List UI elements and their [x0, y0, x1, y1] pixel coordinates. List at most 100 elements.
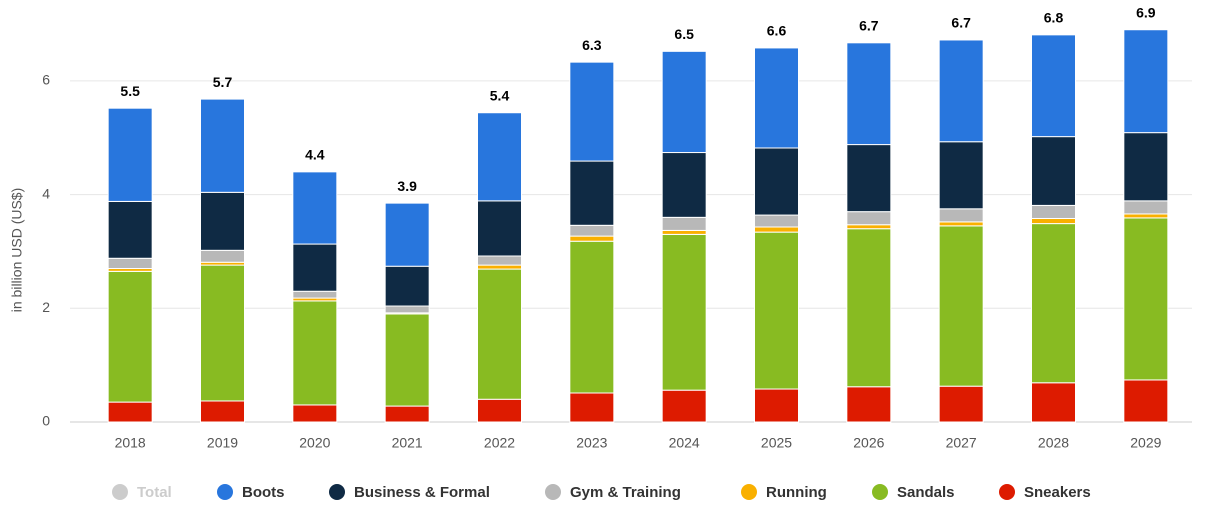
legend-label: Gym & Training: [570, 484, 681, 501]
bar-segment: [569, 61, 615, 162]
y-tick-label: 2: [42, 299, 50, 315]
bar-segment: [661, 50, 707, 154]
bar-segment: [754, 226, 799, 233]
bar-segment: [661, 152, 707, 218]
x-tick-label: 2027: [946, 435, 977, 451]
bar-segment: [1123, 379, 1169, 423]
bar-segment: [569, 392, 615, 423]
legend-label: Total: [137, 484, 172, 501]
bar-segment: [107, 107, 153, 202]
bar-segment: [384, 202, 430, 267]
bar-segment: [107, 200, 153, 259]
bar-segment: [1031, 34, 1076, 138]
x-tick-label: 2022: [484, 435, 515, 451]
y-tick-label: 6: [42, 72, 50, 88]
total-label: 5.4: [490, 87, 510, 103]
total-label: 5.5: [120, 83, 140, 99]
bar-segment: [754, 147, 799, 216]
bar-segment: [938, 221, 984, 227]
bar-segment: [846, 211, 892, 226]
legend-marker: [545, 484, 561, 500]
bar-segment: [384, 313, 430, 407]
bar-segment: [1123, 132, 1169, 202]
bar-segment: [477, 255, 522, 266]
bar-segment: [569, 224, 615, 237]
bar-segment: [754, 47, 799, 149]
bar-segment: [292, 171, 338, 245]
bar-segment: [292, 243, 338, 292]
x-tick-label: 2018: [115, 435, 146, 451]
legend-marker: [741, 484, 757, 500]
bar-segment: [754, 214, 799, 228]
bar-segment: [938, 385, 984, 423]
x-tick-label: 2020: [299, 435, 330, 451]
bar-segment: [107, 401, 153, 423]
x-tick-label: 2025: [761, 435, 792, 451]
total-label: 3.9: [397, 178, 417, 194]
legend-marker: [112, 484, 128, 500]
bar-segment: [569, 240, 615, 394]
bar-segment: [1031, 217, 1076, 225]
x-tick-label: 2019: [207, 435, 238, 451]
bar-segment: [846, 42, 892, 146]
bar-segment: [477, 398, 522, 423]
bar-segment: [846, 228, 892, 388]
bar-segment: [1123, 29, 1169, 134]
bar-segment: [938, 141, 984, 210]
y-tick-label: 0: [42, 413, 50, 429]
bar-segment: [661, 229, 707, 235]
x-tick-label: 2021: [392, 435, 423, 451]
bar-segment: [107, 257, 153, 270]
bar-segment: [477, 268, 522, 400]
bar-segment: [1123, 213, 1169, 219]
bar-segment: [384, 265, 430, 307]
legend-label: Sandals: [897, 484, 955, 501]
bar-segment: [569, 235, 615, 242]
x-tick-label: 2028: [1038, 435, 1069, 451]
bar-segment: [200, 191, 245, 251]
total-label: 6.7: [951, 15, 971, 31]
bar-segment: [938, 208, 984, 223]
legend-marker: [329, 484, 345, 500]
bar-segment: [754, 388, 799, 423]
bar-segment: [477, 200, 522, 257]
bar-segment: [107, 270, 153, 403]
bar-segment: [938, 39, 984, 143]
bar-segment: [1031, 223, 1076, 384]
bar-segment: [846, 386, 892, 423]
bar-segment: [846, 224, 892, 230]
bar-segment: [477, 264, 522, 270]
bar-segment: [754, 231, 799, 390]
bar-segment: [1031, 136, 1076, 206]
y-axis-label: in billion USD (US$): [9, 188, 25, 312]
bar-segment: [384, 405, 430, 423]
bar-segment: [1123, 200, 1169, 215]
total-label: 6.3: [582, 37, 602, 53]
x-tick-label: 2026: [853, 435, 884, 451]
bar-segment: [292, 300, 338, 406]
legend-label: Sneakers: [1024, 484, 1091, 501]
legend-label: Boots: [242, 484, 285, 501]
bar-segment: [292, 404, 338, 423]
legend-marker: [872, 484, 888, 500]
legend-label: Running: [766, 484, 827, 501]
x-tick-label: 2023: [576, 435, 607, 451]
bar-segment: [200, 400, 245, 423]
legend-marker: [999, 484, 1015, 500]
bar-segment: [292, 290, 338, 299]
bar-segment: [200, 249, 245, 263]
bar-segment: [938, 225, 984, 387]
bar-segment: [477, 112, 522, 202]
y-tick-label: 4: [42, 185, 50, 201]
bar-segment: [200, 98, 245, 193]
bar-segment: [846, 144, 892, 213]
total-label: 6.9: [1136, 4, 1156, 20]
bar-segment: [384, 305, 430, 314]
bar-segment: [569, 160, 615, 226]
bar-segment: [661, 389, 707, 423]
bar-segment: [1031, 382, 1076, 423]
total-label: 6.8: [1044, 10, 1064, 26]
bar-segment: [200, 264, 245, 402]
total-label: 4.4: [305, 147, 325, 163]
